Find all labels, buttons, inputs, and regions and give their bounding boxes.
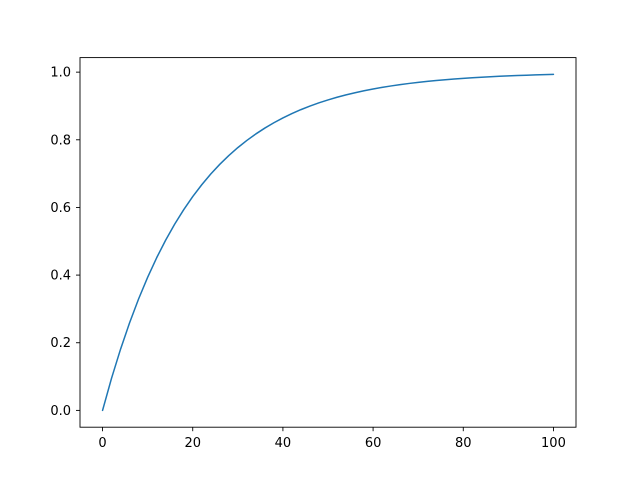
y-tick-label: 0.4: [50, 269, 71, 284]
x-tick-label: 60: [365, 436, 382, 451]
axes-spines: [79, 57, 577, 428]
y-tick-label: 0.8: [50, 133, 71, 148]
x-tick-label: 20: [184, 436, 201, 451]
y-tick-label: 1.0: [50, 66, 71, 81]
x-tick-label: 0: [98, 436, 106, 451]
y-tick-label: 0.0: [50, 404, 71, 419]
data-line-exponential-saturation-curve: [101, 73, 555, 412]
x-tick-label: 40: [275, 436, 292, 451]
x-tick-label: 80: [455, 436, 472, 451]
x-tick-label: 100: [541, 436, 566, 451]
y-tick-label: 0.6: [50, 201, 71, 216]
y-tick-label: 0.2: [50, 336, 71, 351]
